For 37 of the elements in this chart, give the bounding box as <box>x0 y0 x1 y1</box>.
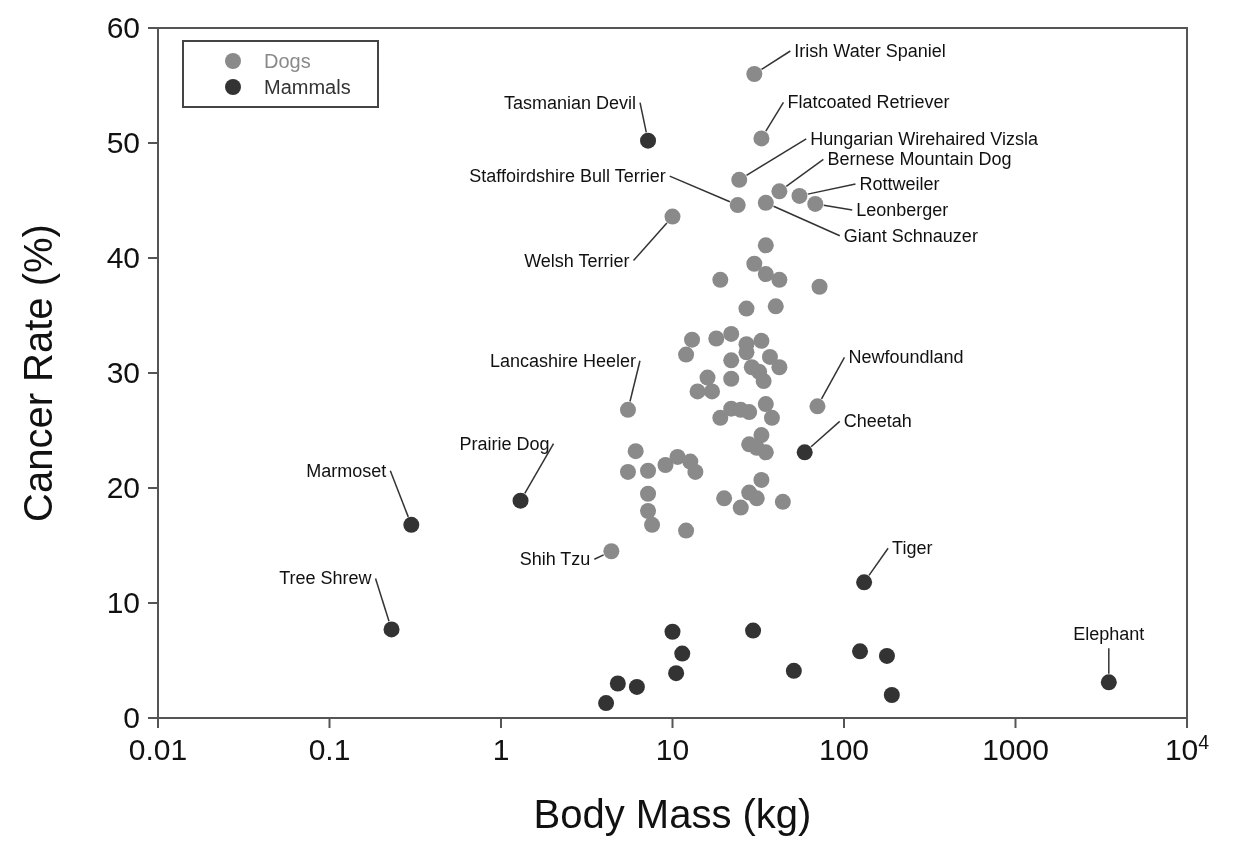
y-axis-title: Cancer Rate (%) <box>16 224 61 522</box>
annotation: Tasmanian Devil <box>503 92 637 113</box>
annotation: Giant Schnauzer <box>843 225 978 246</box>
annotation: Cheetah <box>843 411 912 432</box>
y-tick-label: 40 <box>106 241 140 274</box>
y-tick-label: 30 <box>106 356 140 389</box>
annotation: Shih Tzu <box>519 549 591 570</box>
annotation: Lancashire Heeler <box>489 350 636 371</box>
y-tick-label: 60 <box>106 11 140 44</box>
y-tick-label: 50 <box>106 126 140 159</box>
y-tick-label: 0 <box>123 701 140 734</box>
x-tick-label: 0.1 <box>308 733 351 766</box>
annotation: Elephant <box>1073 624 1145 645</box>
annotation: Marmoset <box>306 460 387 481</box>
y-tick-label: 10 <box>106 586 140 619</box>
x-axis-title: Body Mass (kg) <box>533 792 812 836</box>
annotation: Tree Shrew <box>279 568 373 589</box>
x-tick-label: 10 <box>655 733 690 766</box>
annotation: Newfoundland <box>848 347 964 368</box>
annotation: Bernese Mountain Dog <box>827 149 1012 170</box>
annotation: Staffoirdshire Bull Terrier <box>469 166 666 187</box>
annotation: Irish Water Spaniel <box>794 41 946 61</box>
annotation: Leonberger <box>856 199 949 220</box>
x-tick-label: 0.01 <box>128 733 188 766</box>
annotation: Prairie Dog <box>459 433 550 454</box>
annotation: Flatcoated Retriever <box>787 92 950 113</box>
annotation: Hungarian Wirehaired Vizsla <box>810 128 1040 149</box>
x-tick-label: 100 <box>818 733 870 766</box>
annotation: Rottweiler <box>859 173 940 194</box>
legend-label: Dogs <box>264 49 311 74</box>
annotation: Welsh Terrier <box>524 250 630 271</box>
x-tick-label: 1 <box>492 733 510 766</box>
annotation: Tiger <box>892 538 933 559</box>
x-tick-label: 10$^{4}$ <box>1164 731 1210 766</box>
x-tick-label: 1000 <box>982 733 1049 766</box>
legend-label: Mammals <box>264 75 351 100</box>
y-tick-label: 20 <box>106 471 140 504</box>
